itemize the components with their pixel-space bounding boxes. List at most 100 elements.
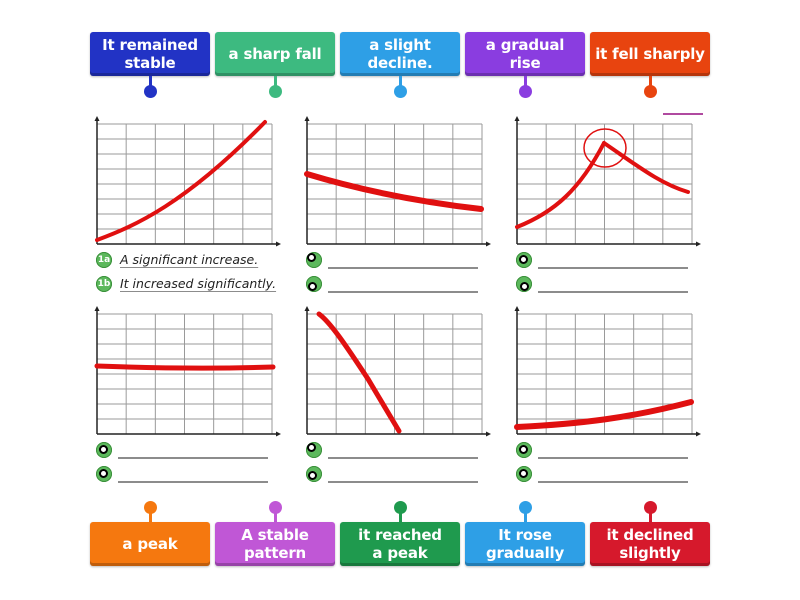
drag-pin-handle[interactable] (644, 85, 657, 98)
tile-label-line: a sharp fall (228, 45, 322, 63)
answer-blank-line (538, 457, 688, 459)
tile-label-line: gradually (485, 544, 565, 562)
tile-a-gradual-rise[interactable]: a gradual rise (465, 32, 585, 76)
peak-highlight-circle-icon (583, 128, 627, 168)
chart-1-significant-increase (90, 114, 290, 309)
drop-target-2a[interactable] (306, 252, 491, 272)
tile-label-line: A stable (241, 526, 309, 544)
chart-3-peak (510, 114, 710, 309)
tile-a-stable-pattern[interactable]: A stable pattern (215, 522, 335, 566)
trend-line (94, 363, 276, 371)
drag-pin-handle[interactable] (519, 85, 532, 98)
grid (94, 116, 281, 247)
drop-target-ring-icon[interactable] (99, 469, 108, 478)
grid (514, 306, 701, 437)
tile-label-line: slightly (619, 544, 681, 562)
answer-marker-badge (96, 276, 112, 292)
tile-label-line: pattern (243, 544, 307, 562)
answer-blank-line (538, 481, 688, 483)
drop-target-ring-icon[interactable] (519, 255, 528, 264)
drag-pin-handle[interactable] (269, 85, 282, 98)
tile-a-sharp-fall[interactable]: a sharp fall (215, 32, 335, 76)
trend-line (304, 171, 484, 212)
answer-blank-line (328, 481, 478, 483)
drop-target-ring-icon[interactable] (307, 253, 316, 262)
pin-stem (274, 76, 277, 86)
drag-pin-handle[interactable] (644, 501, 657, 514)
answer-text: It increased significantly. (120, 276, 277, 291)
tile-it-fell-sharply[interactable]: it fell sharply (590, 32, 710, 76)
drag-pin-handle[interactable] (144, 501, 157, 514)
answer-blank-line (538, 267, 688, 269)
drag-pin-handle[interactable] (394, 85, 407, 98)
pin-stem (399, 512, 402, 522)
answer-text: A significant increase. (120, 252, 259, 267)
pin-stem (149, 76, 152, 86)
pin-stem (524, 512, 527, 522)
tile-label-line: It remained (102, 36, 198, 54)
drag-pin-handle[interactable] (519, 501, 532, 514)
grid (304, 116, 491, 247)
tile-a-slight-decline[interactable]: a slight decline. (340, 32, 460, 76)
tile-label-line: a peak (122, 535, 178, 553)
tile-label-line: stable (124, 54, 176, 72)
trend-line-fall (602, 141, 690, 194)
stray-purple-mark (663, 113, 703, 115)
tile-it-declined-slightly[interactable]: it declined slightly (590, 522, 710, 566)
grid (304, 306, 491, 437)
drop-target-3b[interactable] (516, 276, 701, 296)
drop-target-ring-icon[interactable] (307, 443, 316, 452)
drop-target-6a[interactable] (516, 442, 701, 462)
drop-target-ring-icon[interactable] (519, 469, 528, 478)
pin-stem (274, 512, 277, 522)
drag-pin-handle[interactable] (269, 501, 282, 514)
answer-blank-line (538, 291, 688, 293)
drag-pin-handle[interactable] (144, 85, 157, 98)
answer-blank-line (118, 481, 268, 483)
trend-line (514, 399, 694, 430)
drop-target-ring-icon[interactable] (308, 471, 317, 480)
chart-6-gradual-rise (510, 304, 710, 499)
tile-it-reached-a-peak[interactable]: it reached a peak (340, 522, 460, 566)
drop-target-5b[interactable] (306, 466, 491, 486)
chart-2-slight-decline (300, 114, 500, 309)
drag-pin-handle[interactable] (394, 501, 407, 514)
grid (514, 116, 701, 247)
drop-target-ring-icon[interactable] (308, 282, 317, 291)
drop-target-ring-icon[interactable] (520, 282, 529, 291)
pin-stem (649, 76, 652, 86)
pin-stem (524, 76, 527, 86)
drop-target-5a[interactable] (306, 442, 491, 462)
drop-target-6b[interactable] (516, 466, 701, 486)
tile-label-line: a slight (369, 36, 431, 54)
drop-target-ring-icon[interactable] (519, 445, 528, 454)
line-graph (94, 116, 281, 247)
tile-label-line: a gradual rise (485, 36, 565, 72)
tile-label-line: it reached (358, 526, 442, 544)
tile-label-line: a peak (372, 544, 428, 562)
line-graph (304, 116, 491, 247)
drop-target-ring-icon[interactable] (99, 445, 108, 454)
trend-line-rise (515, 141, 606, 229)
trend-line (316, 311, 402, 434)
answer-row-1b: 1b It increased significantly. (96, 276, 281, 296)
pin-stem (399, 76, 402, 86)
drop-target-3a[interactable] (516, 252, 701, 272)
chart-4-stable (90, 304, 290, 499)
drop-target-4b[interactable] (96, 466, 281, 486)
tile-a-peak[interactable]: a peak (90, 522, 210, 566)
tile-label-line: It rose (498, 526, 552, 544)
tile-label-line: it declined (606, 526, 694, 544)
answer-blank-line (118, 457, 268, 459)
tile-it-rose-gradually[interactable]: It rose gradually (465, 522, 585, 566)
answer-blank-line (328, 267, 478, 269)
pin-stem (649, 512, 652, 522)
drop-target-2b[interactable] (306, 276, 491, 296)
trend-line (95, 120, 267, 242)
answer-blank-line (328, 457, 478, 459)
tile-it-remained-stable[interactable]: It remained stable (90, 32, 210, 76)
answer-row-1a: 1a A significant increase. (96, 252, 281, 272)
drop-target-4a[interactable] (96, 442, 281, 462)
tile-label-line: decline. (367, 54, 433, 72)
answer-blank-line (328, 291, 478, 293)
